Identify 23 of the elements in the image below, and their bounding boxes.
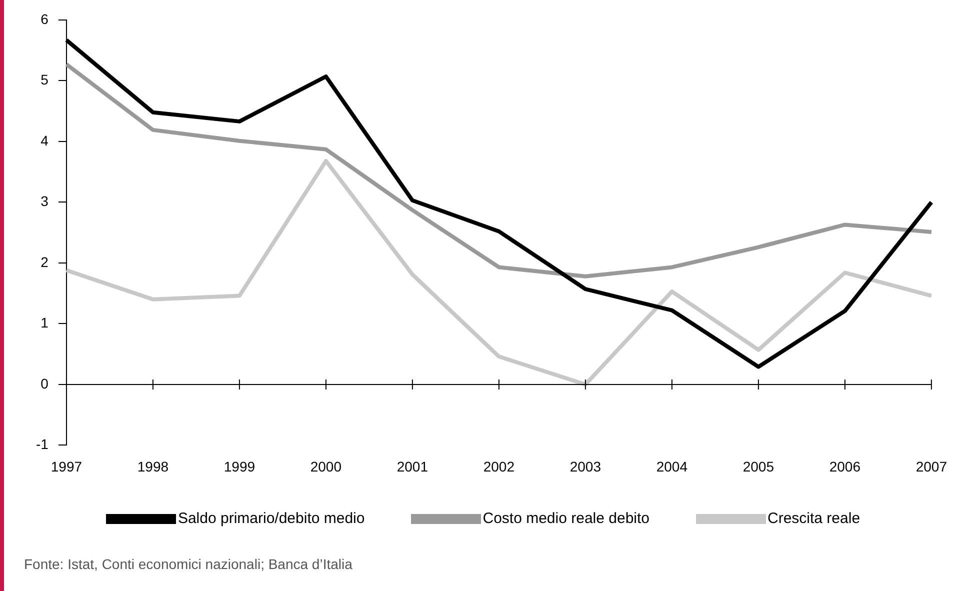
x-tick-label: 2004 [656, 458, 688, 474]
x-tick-label: 1999 [224, 458, 256, 474]
y-tick-label: 0 [40, 375, 49, 392]
x-tick-label: 2000 [310, 458, 342, 474]
x-tick-label: 1997 [50, 458, 82, 474]
legend-label: Costo medio reale debito [482, 510, 650, 527]
y-tick-label: 3 [40, 193, 49, 210]
x-tick-label: 2003 [570, 458, 602, 474]
x-tick-label: 2007 [916, 458, 948, 474]
y-tick-label: 5 [40, 72, 49, 88]
x-tick-label: 2002 [483, 458, 515, 474]
y-tick-label: 1 [40, 314, 49, 331]
x-tick-label: 2001 [396, 458, 428, 474]
x-tick-label: 2005 [742, 458, 774, 474]
y-tick-label: 6 [40, 10, 49, 27]
y-tick-label: 4 [40, 132, 49, 148]
x-tick-label: 1998 [137, 458, 169, 474]
x-tick-label: 2006 [829, 458, 861, 474]
legend-label: Crescita reale [768, 510, 860, 527]
legend-label: Saldo primario/debito medio [178, 510, 365, 527]
y-tick-label: 2 [40, 254, 49, 270]
y-tick-label: -1 [36, 436, 49, 452]
source-note: Fonte: Istat, Conti economici nazionali; Banca d’Italia [24, 556, 352, 572]
